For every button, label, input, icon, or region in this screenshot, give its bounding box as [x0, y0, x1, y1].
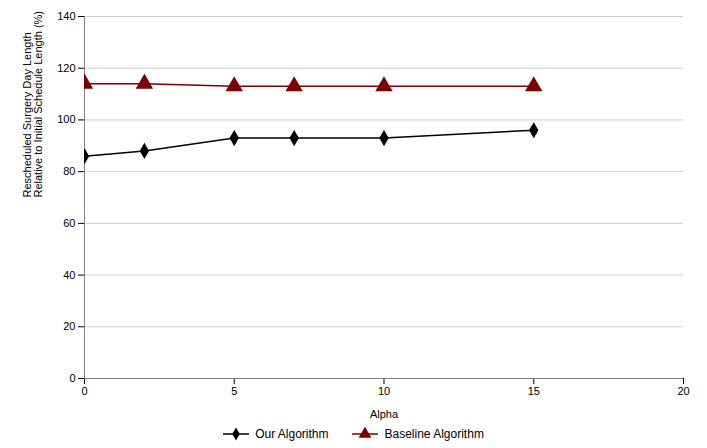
svg-text:15: 15 — [528, 385, 540, 397]
svg-text:140: 140 — [57, 10, 75, 22]
svg-text:40: 40 — [63, 269, 75, 281]
svg-text:Rescheduled Surgery Day Length: Rescheduled Surgery Day LengthRelative t… — [21, 11, 44, 198]
html-text:Baseline Algorithm: Baseline Algorithm — [384, 427, 484, 441]
svg-text:20: 20 — [63, 320, 75, 332]
svg-text:60: 60 — [63, 217, 75, 229]
svg-text:80: 80 — [63, 165, 75, 177]
svg-text:120: 120 — [57, 62, 75, 74]
html-text:Our Algorithm: Our Algorithm — [255, 427, 329, 441]
svg-text:0: 0 — [81, 385, 87, 397]
svg-text:5: 5 — [231, 385, 237, 397]
svg-text:Alpha: Alpha — [370, 408, 399, 420]
svg-text:20: 20 — [677, 385, 689, 397]
svg-text:100: 100 — [57, 113, 75, 125]
svg-text:0: 0 — [69, 372, 75, 384]
svg-text:10: 10 — [378, 385, 390, 397]
